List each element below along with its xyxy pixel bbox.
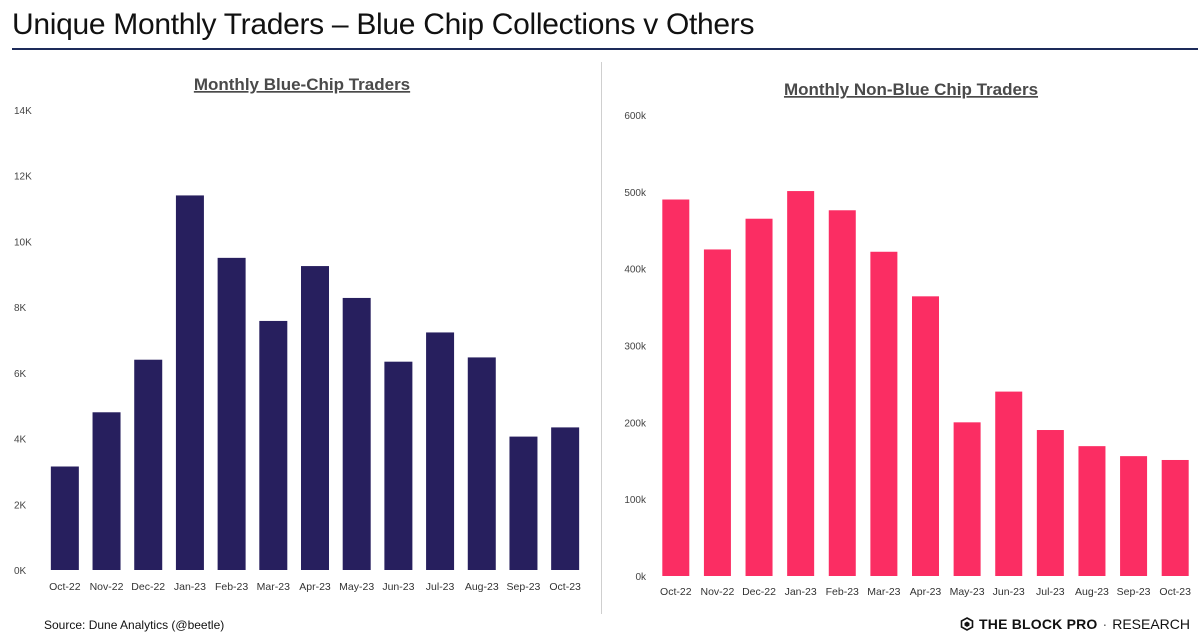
bar-may-23 <box>342 297 371 570</box>
block-logo-icon <box>960 617 974 631</box>
x-category-label: Dec-22 <box>742 586 776 598</box>
title-rule <box>12 48 1198 50</box>
x-category-label: May-23 <box>339 581 374 593</box>
bar-oct-22 <box>50 466 79 570</box>
x-category-label: Dec-22 <box>131 581 165 593</box>
bar-oct-22 <box>662 199 690 576</box>
x-category-label: Sep-23 <box>507 581 541 593</box>
y-tick-label: 300k <box>624 342 647 353</box>
bar-mar-23 <box>259 320 288 570</box>
x-category-label: Feb-23 <box>215 581 248 593</box>
x-category-label: Oct-22 <box>660 586 692 598</box>
y-tick-label: 400k <box>624 265 647 276</box>
x-category-label: Jun-23 <box>993 586 1025 598</box>
bar-may-23 <box>953 422 981 576</box>
x-category-label: Mar-23 <box>257 581 290 593</box>
y-tick-label: 0k <box>635 572 647 583</box>
y-tick-label: 6K <box>14 369 27 380</box>
x-category-label: Apr-23 <box>299 581 331 593</box>
x-category-label: Apr-23 <box>910 586 942 598</box>
brand-logo: THE BLOCK PRO · RESEARCH <box>960 616 1190 632</box>
bar-jun-23 <box>995 391 1023 576</box>
bar-sep-23 <box>1120 456 1148 576</box>
bar-jan-23 <box>787 191 815 576</box>
bar-mar-23 <box>870 251 898 576</box>
non-blue-chip-traders-chart: Monthly Non-Blue Chip Traders 0k 100k 200k 3… <box>624 80 1191 598</box>
bar-sep-23 <box>509 436 538 570</box>
bar-jun-23 <box>384 361 413 570</box>
x-category-label: Jan-23 <box>174 581 206 593</box>
x-category-label: Aug-23 <box>465 581 499 593</box>
bar-oct-23 <box>551 427 580 570</box>
y-tick-label: 4K <box>14 435 27 446</box>
x-category-label: Sep-23 <box>1117 586 1151 598</box>
y-tick-label: 600k <box>624 111 647 122</box>
y-tick-label: 10K <box>14 237 32 248</box>
y-tick-label: 12K <box>14 172 32 183</box>
y-tick-label: 500k <box>624 188 647 199</box>
bar-jan-23 <box>175 195 204 570</box>
bar-dec-22 <box>134 359 163 570</box>
page-title: Unique Monthly Traders – Blue Chip Colle… <box>12 8 755 41</box>
x-category-label: Oct-23 <box>549 581 581 593</box>
brand-suffix: RESEARCH <box>1112 616 1190 632</box>
x-category-label: Jul-23 <box>426 581 455 593</box>
source-note: Source: Dune Analytics (@beetle) <box>44 618 225 632</box>
bar-jul-23 <box>426 332 455 570</box>
x-category-label: Jun-23 <box>382 581 414 593</box>
x-category-label: Jan-23 <box>785 586 817 598</box>
y-tick-label: 200k <box>624 418 647 429</box>
chart-title: Monthly Blue-Chip Traders <box>194 75 410 94</box>
x-category-label: Nov-22 <box>700 586 734 598</box>
bar-dec-22 <box>745 218 773 576</box>
chart-title: Monthly Non-Blue Chip Traders <box>784 80 1038 99</box>
x-category-label: Nov-22 <box>90 581 124 593</box>
bar-apr-23 <box>912 296 939 576</box>
bar-nov-22 <box>92 412 121 570</box>
x-category-label: Aug-23 <box>1075 586 1109 598</box>
y-tick-label: 8K <box>14 303 27 314</box>
y-tick-label: 2K <box>14 500 27 511</box>
bar-feb-23 <box>217 257 246 570</box>
x-category-label: Feb-23 <box>826 586 859 598</box>
x-category-label: Oct-22 <box>49 581 81 593</box>
blue-chip-traders-chart: Monthly Blue-Chip Traders 0K 2K 4K 6K 8K 10K 12… <box>14 75 581 593</box>
x-category-label: May-23 <box>950 586 985 598</box>
bar-aug-23 <box>1078 446 1106 576</box>
panel-divider <box>601 62 602 614</box>
y-tick-label: 14K <box>14 106 32 117</box>
brand-name: THE BLOCK PRO <box>979 616 1098 632</box>
bar-nov-22 <box>703 249 731 577</box>
y-tick-label: 0K <box>14 566 27 577</box>
brand-separator: · <box>1102 616 1108 632</box>
bar-feb-23 <box>828 210 856 577</box>
bar-aug-23 <box>467 357 496 570</box>
bar-apr-23 <box>301 266 329 570</box>
bar-jul-23 <box>1036 430 1064 576</box>
x-category-label: Jul-23 <box>1036 586 1065 598</box>
x-category-label: Oct-23 <box>1159 586 1191 598</box>
bar-oct-23 <box>1161 459 1189 576</box>
x-category-label: Mar-23 <box>867 586 900 598</box>
y-tick-label: 100k <box>624 495 647 506</box>
